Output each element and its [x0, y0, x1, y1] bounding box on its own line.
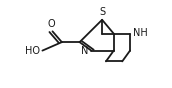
- Text: O: O: [47, 19, 55, 29]
- Text: N: N: [80, 46, 88, 56]
- Text: NH: NH: [133, 28, 148, 38]
- Text: S: S: [99, 7, 105, 17]
- Text: HO: HO: [25, 46, 40, 56]
